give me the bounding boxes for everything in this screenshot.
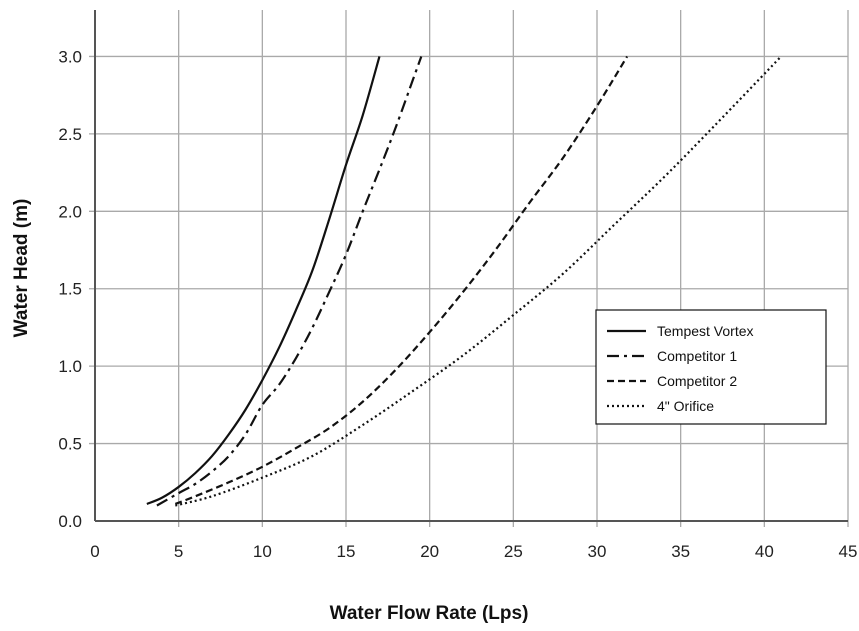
series-line-tempest-vortex xyxy=(146,56,381,505)
legend-label-4-orifice: 4" Orifice xyxy=(657,398,714,414)
x-tick-label: 5 xyxy=(174,542,183,561)
y-tick-label: 1.5 xyxy=(58,280,82,299)
series-lines xyxy=(146,55,782,507)
y-axis-title: Water Head (m) xyxy=(11,199,32,338)
y-tick-label: 2.5 xyxy=(58,125,82,144)
y-tick-label: 2.0 xyxy=(58,202,82,221)
y-tick-labels: 0.0 0.5 1.0 1.5 2.0 2.5 3.0 xyxy=(58,47,82,531)
grid-lines xyxy=(89,10,849,527)
x-tick-label: 45 xyxy=(839,542,858,561)
legend-label-competitor-1: Competitor 1 xyxy=(657,348,737,364)
axes xyxy=(94,10,848,522)
x-tick-label: 15 xyxy=(337,542,356,561)
y-tick-label: 3.0 xyxy=(58,47,82,66)
series-line-4-orifice xyxy=(175,55,782,507)
x-axis-title: Water Flow Rate (Lps) xyxy=(330,603,529,624)
x-tick-label: 40 xyxy=(755,542,774,561)
legend-box xyxy=(595,309,827,425)
y-tick-label: 1.0 xyxy=(58,357,82,376)
x-tick-label: 20 xyxy=(420,542,439,561)
legend: Tempest Vortex Competitor 1 Competitor 2 4"… xyxy=(595,309,827,425)
x-tick-label: 35 xyxy=(671,542,690,561)
x-tick-label: 10 xyxy=(253,542,272,561)
x-tick-labels: 0 5 10 15 20 25 30 35 40 45 xyxy=(90,542,857,561)
x-tick-label: 0 xyxy=(90,542,99,561)
x-tick-label: 30 xyxy=(588,542,607,561)
series-line-competitor-2 xyxy=(174,55,629,505)
legend-label-competitor-2: Competitor 2 xyxy=(657,373,737,389)
legend-label-tempest-vortex: Tempest Vortex xyxy=(657,323,754,339)
series-line-competitor-1 xyxy=(156,56,423,507)
y-tick-label: 0.0 xyxy=(58,512,82,531)
y-tick-label: 0.5 xyxy=(58,435,82,454)
x-tick-label: 25 xyxy=(504,542,523,561)
